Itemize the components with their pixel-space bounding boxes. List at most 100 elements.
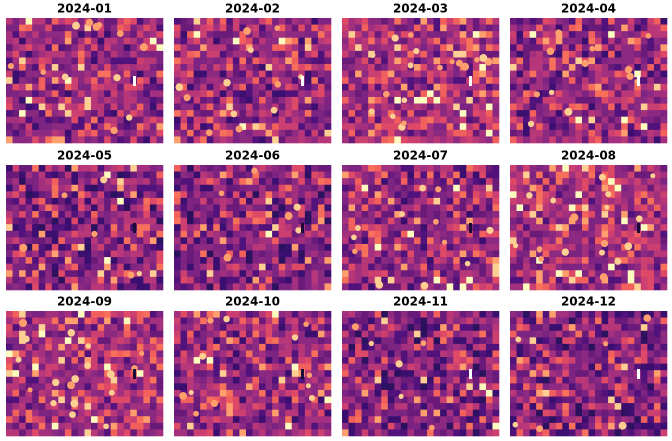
pixel-block	[64, 422, 72, 430]
pixel-block	[19, 116, 26, 124]
pixel-block	[485, 317, 493, 325]
pixel-block	[446, 343, 454, 351]
pixel-block	[278, 224, 286, 232]
pixel-block	[25, 363, 33, 371]
pixel-block	[252, 230, 260, 238]
pixel-block	[660, 178, 668, 186]
pixel-block	[232, 70, 240, 78]
pixel-block	[206, 416, 214, 424]
pixel-block	[91, 330, 98, 338]
pixel-block	[374, 136, 382, 144]
pixel-block	[45, 184, 53, 192]
pixel-block	[291, 383, 299, 391]
pixel-block	[19, 429, 26, 437]
pixel-block	[51, 37, 59, 45]
pixel-block	[466, 37, 474, 45]
pixel-block	[226, 403, 234, 410]
pixel-block	[529, 184, 537, 192]
pixel-block	[485, 123, 493, 131]
pixel-block	[265, 337, 273, 345]
pixel-block	[348, 136, 356, 144]
pixel-block	[555, 165, 563, 172]
pixel-block	[621, 37, 629, 45]
pixel-block	[71, 383, 79, 391]
pixel-block	[407, 250, 415, 258]
pixel-block	[485, 250, 493, 258]
pixel-block	[136, 217, 144, 225]
pixel-block	[130, 211, 138, 218]
pixel-block	[187, 70, 194, 78]
pixel-block	[446, 211, 454, 218]
pixel-block	[298, 276, 306, 284]
pixel-block	[420, 37, 428, 45]
pixel-block	[413, 165, 421, 172]
pixel-block	[285, 217, 293, 225]
pixel-block	[621, 57, 629, 65]
pixel-block	[51, 83, 59, 91]
pixel-block	[317, 257, 325, 264]
pixel-block	[627, 217, 635, 225]
pixel-block	[226, 57, 234, 65]
field-spot	[116, 30, 124, 37]
pixel-block	[549, 283, 557, 291]
pixel-block	[595, 129, 602, 137]
pixel-block	[621, 90, 629, 98]
pixel-block	[342, 357, 349, 364]
pixel-block	[12, 103, 20, 111]
pixel-block	[12, 57, 20, 65]
pixel-block	[647, 103, 655, 111]
pixel-block	[136, 283, 144, 291]
pixel-block	[466, 116, 474, 124]
pixel-block	[446, 197, 454, 205]
pixel-block	[542, 197, 550, 205]
pixel-block	[6, 363, 13, 371]
pixel-block	[193, 204, 201, 212]
pixel-block	[446, 77, 454, 85]
pixel-block	[104, 389, 111, 397]
pixel-block	[647, 64, 655, 71]
pixel-block	[298, 197, 306, 205]
pixel-block	[394, 171, 402, 179]
pixel-block	[213, 18, 221, 25]
pixel-block	[180, 396, 188, 404]
pixel-block	[272, 416, 279, 424]
pixel-block	[420, 90, 428, 98]
pixel-block	[149, 250, 157, 258]
pixel-block	[58, 330, 66, 338]
pixel-block	[634, 184, 642, 192]
pixel-block	[453, 343, 461, 351]
pixel-block	[479, 211, 487, 218]
pixel-block	[84, 283, 92, 291]
pixel-block	[588, 250, 596, 258]
pixel-block	[647, 136, 655, 144]
pixel-block	[492, 83, 500, 91]
pixel-block	[51, 311, 59, 318]
pixel-block	[492, 217, 500, 225]
pixel-block	[239, 276, 247, 284]
pixel-block	[219, 343, 227, 351]
pixel-block	[549, 171, 557, 179]
pixel-block	[58, 171, 66, 179]
pixel-block	[226, 178, 234, 186]
pixel-block	[77, 324, 85, 332]
pixel-block	[180, 184, 188, 192]
pixel-block	[601, 250, 609, 258]
field-spot	[599, 273, 608, 282]
pixel-block	[71, 83, 79, 91]
pixel-block	[361, 165, 369, 172]
pixel-block	[226, 343, 234, 351]
pixel-block	[601, 37, 609, 45]
pixel-block	[45, 90, 53, 98]
pixel-block	[446, 129, 454, 137]
pixel-block	[123, 283, 131, 291]
pixel-block	[104, 184, 111, 192]
pixel-block	[453, 110, 461, 117]
pixel-block	[226, 283, 234, 291]
pixel-block	[595, 165, 602, 172]
pixel-block	[130, 204, 138, 212]
pixel-block	[45, 409, 53, 417]
pixel-block	[278, 383, 286, 391]
pixel-block	[427, 136, 434, 144]
pixel-block	[298, 429, 306, 437]
pixel-block	[298, 123, 306, 131]
